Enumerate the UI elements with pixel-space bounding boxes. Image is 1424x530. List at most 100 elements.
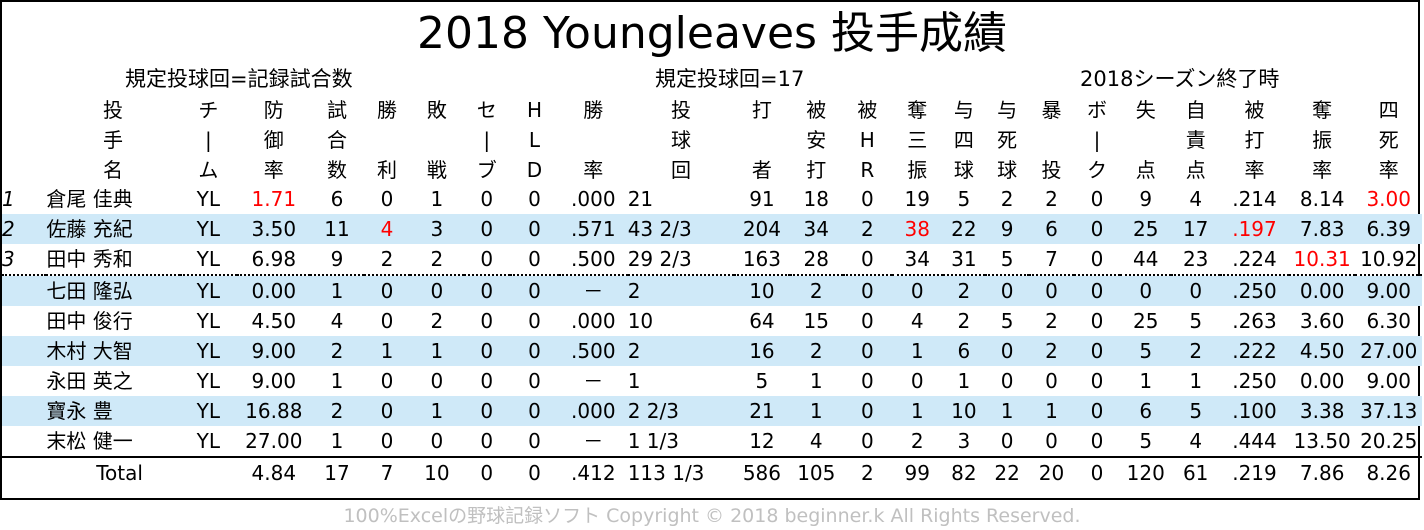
cell-baa: .250	[1232, 369, 1277, 393]
cell-hits: 28	[803, 247, 829, 271]
cell-bk: 0	[1090, 187, 1104, 211]
column-header-k9: 率	[1312, 158, 1333, 182]
column-header-era: 防	[263, 98, 284, 122]
cell-er: 1	[1189, 369, 1203, 393]
cell-losses: 0	[410, 274, 464, 306]
page-title: 2018 Youngleaves 投手成績	[417, 8, 1007, 59]
cell-bb9: 9.00	[1366, 369, 1411, 393]
column-header-hits: 安	[806, 128, 827, 152]
cell-hbp: 1	[984, 396, 1030, 426]
cell-so: 38	[891, 214, 943, 244]
cell-losses: 1	[410, 336, 464, 366]
cell-wins: 0	[363, 396, 411, 426]
cell-hbp: 0	[1000, 429, 1014, 453]
column-header-hbp: 死	[997, 128, 1018, 152]
total-cell-wpct: .412	[558, 456, 628, 488]
column-header-games: 数	[327, 158, 348, 182]
cell-team: YL	[179, 396, 238, 426]
cell-wins: 0	[380, 187, 394, 211]
column-header-name: 名	[102, 158, 123, 182]
cell-hr: 0	[860, 187, 874, 211]
cell-bf: 163	[742, 247, 782, 271]
column-header-wpct	[559, 124, 628, 154]
cell-saves: 0	[480, 429, 494, 453]
column-header-holds: L	[528, 128, 541, 152]
column-header-bf: 打	[751, 98, 772, 122]
cell-hits: 2	[789, 336, 843, 366]
cell-wpct: .500	[558, 336, 628, 366]
column-header-saves: セ	[476, 98, 497, 122]
cell-so: 0	[891, 274, 943, 306]
cell-era: 3.50	[237, 214, 311, 244]
cell-er: 4	[1189, 429, 1203, 453]
column-header-runs: 点	[1135, 158, 1156, 182]
column-header-team: チ	[198, 98, 219, 122]
cell-wp: 0	[1045, 429, 1058, 453]
cell-rank	[2, 366, 46, 396]
table-row: 2 佐藤 充紀 YL 3.50 11 4 3 0 0.571 43 2/3 204 34 2 38 22 9 6…	[2, 214, 1422, 244]
column-header-bb: 球	[953, 158, 974, 182]
cell-losses: 0	[430, 369, 444, 393]
cell-hr: 0	[860, 247, 874, 271]
cell-games: 1	[330, 369, 344, 393]
cell-ip: 1	[627, 369, 641, 393]
cell-saves: 0	[480, 309, 494, 333]
cell-losses: 2	[430, 309, 444, 333]
total-cell-saves: 0	[463, 456, 511, 488]
total-cell-bb9: 8.26	[1355, 456, 1422, 488]
cell-games: 11	[310, 214, 364, 244]
cell-bb9: 10.92	[1360, 247, 1418, 271]
cell-bf: 16	[734, 336, 790, 366]
cell-rank	[2, 274, 47, 306]
table-row: 田中 俊行 YL 4.50 4 0 2 0 0.000 10 64 15 0 4 2 5 2 0 25 5.263 3…	[2, 306, 1422, 336]
cell-wins: 0	[380, 309, 394, 333]
cell-bk: 0	[1090, 429, 1104, 453]
column-header-wins	[364, 124, 411, 154]
cell-rank	[2, 396, 47, 426]
cell-bf: 10	[734, 274, 790, 306]
cell-games: 1	[330, 429, 344, 453]
cell-baa: .224	[1232, 247, 1277, 271]
cell-k9: 4.50	[1288, 336, 1356, 366]
cell-bk: 0	[1073, 274, 1121, 306]
cell-bf: 64	[749, 309, 775, 333]
total-cell-holds: 0	[510, 456, 559, 488]
total-cell-bf: 586	[734, 456, 790, 488]
cell-er: 23	[1182, 247, 1209, 271]
table-body: 1 倉尾 佳典 YL 1.71 6 0 1 0 0.000 21 91 18 0 19 5 2 2 0 9 4.214…	[2, 184, 1422, 488]
cell-era: 4.50	[251, 309, 297, 333]
column-header-wpct: 率	[583, 158, 604, 182]
total-cell-ip: 113 1/3	[627, 456, 735, 488]
cell-games: 4	[330, 309, 344, 333]
cell-bb: 3	[957, 429, 971, 453]
cell-games: 2	[310, 336, 364, 366]
cell-losses: 3	[410, 214, 464, 244]
cell-name: 田中 俊行	[46, 309, 133, 333]
column-header-era: 率	[263, 158, 284, 182]
total-cell-hbp: 22	[984, 456, 1030, 488]
cell-ip: 29 2/3	[627, 247, 692, 271]
column-header-runs: 失	[1135, 98, 1156, 122]
cell-so: 1	[891, 396, 943, 426]
cell-bk: 0	[1073, 396, 1121, 426]
cell-k9: 3.60	[1299, 309, 1345, 333]
column-header-losses	[410, 124, 463, 154]
column-header-ip: 球	[670, 128, 691, 152]
cell-hits: 18	[803, 187, 829, 211]
cell-rank: 2	[2, 214, 47, 244]
cell-k9: 8.14	[1299, 187, 1345, 211]
column-header-k9: 振	[1312, 128, 1333, 152]
cell-hits: 34	[789, 214, 843, 244]
total-cell-losses: 10	[410, 456, 464, 488]
cell-k9: 0.00	[1299, 369, 1345, 393]
cell-holds: 0	[510, 214, 559, 244]
total-cell-er: 61	[1171, 456, 1221, 488]
column-header-k9: 奪	[1312, 98, 1333, 122]
cell-er: 5	[1171, 396, 1221, 426]
column-header-name: 手	[102, 128, 123, 152]
header-row: 手 | 御合 | L 球安 H 三四死 | 責打振死	[2, 124, 1422, 154]
total-cell-wp: 20	[1029, 456, 1074, 488]
cell-saves: 0	[480, 247, 494, 271]
cell-wins: 0	[380, 429, 394, 453]
cell-hbp: 5	[1000, 247, 1014, 271]
